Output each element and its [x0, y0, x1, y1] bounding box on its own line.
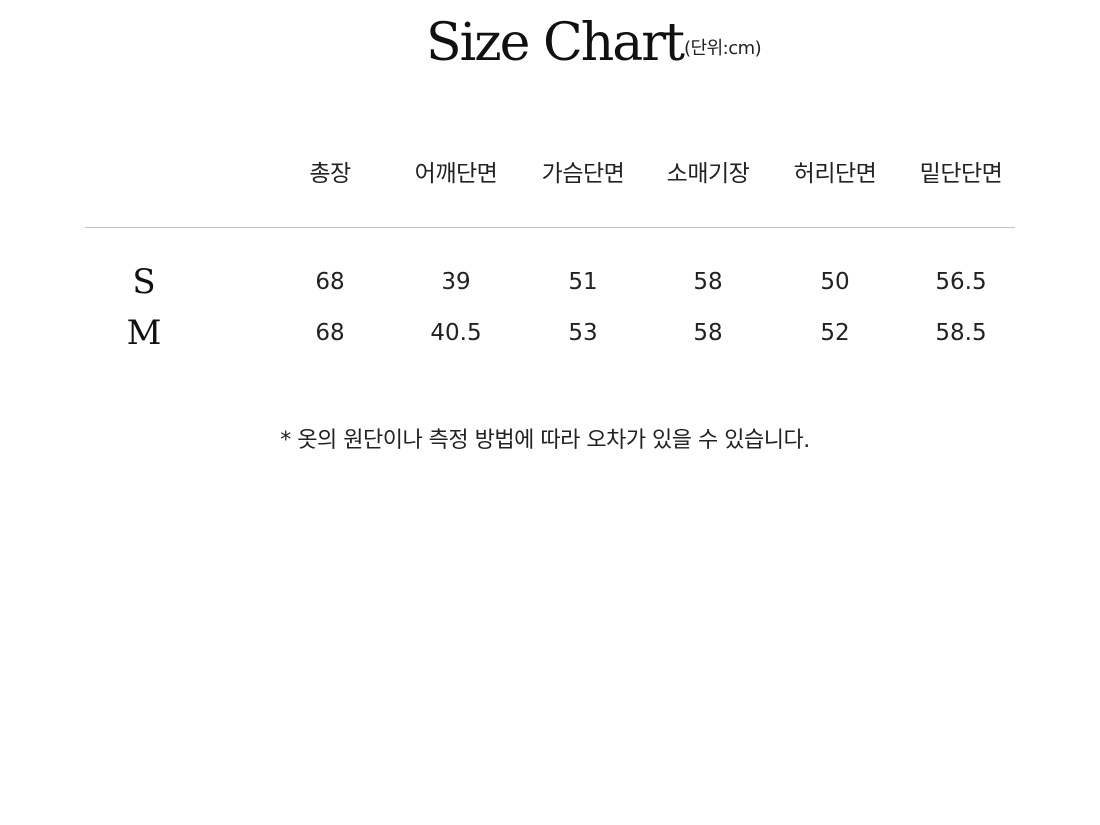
table-cell: 50 [820, 269, 850, 295]
table-cell: 56.5 [935, 269, 987, 295]
size-label: S [132, 262, 156, 302]
table-cell: 40.5 [430, 320, 482, 346]
table-cell: 58 [693, 269, 723, 295]
header-divider [85, 227, 1015, 228]
table-row: M 68 40.5 53 58 52 58.5 [0, 313, 1100, 353]
table-cell: 58.5 [935, 320, 987, 346]
column-header: 밑단단면 [919, 161, 1003, 187]
unit-label: (단위:cm) [684, 38, 762, 59]
column-header: 허리단면 [793, 161, 877, 187]
measurement-note: * 옷의 원단이나 측정 방법에 따라 오차가 있을 수 있습니다. [280, 428, 810, 453]
table-cell: 68 [315, 269, 345, 295]
column-header: 소매기장 [666, 161, 750, 187]
table-cell: 51 [568, 269, 598, 295]
table-cell: 52 [820, 320, 850, 346]
table-cell: 39 [441, 269, 471, 295]
column-header: 총장 [309, 161, 351, 187]
table-row: S 68 39 51 58 50 56.5 [0, 262, 1100, 302]
table-cell: 53 [568, 320, 598, 346]
column-header: 어깨단면 [414, 161, 498, 187]
size-label: M [126, 313, 162, 353]
column-header: 가슴단면 [541, 161, 625, 187]
table-cell: 68 [315, 320, 345, 346]
size-table-header: 총장 어깨단면 가슴단면 소매기장 허리단면 밑단단면 [0, 158, 1100, 190]
page-title: Size Chart [426, 13, 685, 73]
table-cell: 58 [693, 320, 723, 346]
title-section: Size Chart (단위:cm) [0, 10, 1100, 80]
